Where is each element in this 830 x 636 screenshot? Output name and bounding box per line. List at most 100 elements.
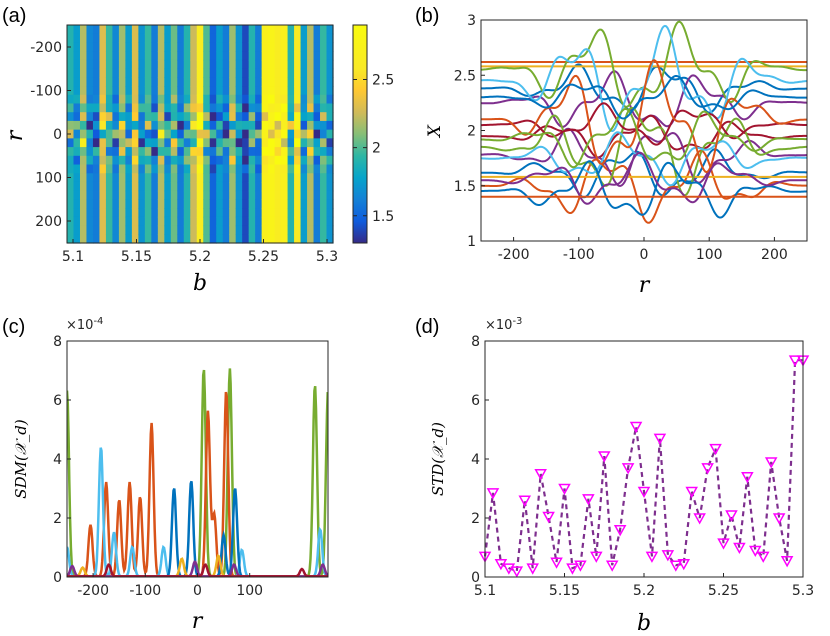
heatmap-cell [144, 216, 152, 227]
heatmap-cell [170, 77, 178, 87]
panel-a-y-ticks: -200 -100 0 100 200 [30, 40, 71, 230]
heatmap-cell [235, 25, 243, 35]
heatmap-cell [86, 199, 94, 209]
heatmap-cell [138, 42, 146, 52]
panel-a-x-tick-label: 5.25 [248, 249, 279, 265]
heatmap-cell [307, 120, 315, 131]
heatmap-cell [307, 208, 315, 218]
heatmap-cell [157, 216, 165, 227]
heatmap-cell [300, 164, 308, 174]
heatmap-cell [112, 147, 120, 157]
heatmap-cell [255, 138, 263, 148]
panel-c-x-tick-label: 0 [193, 583, 202, 599]
heatmap-cell [105, 225, 114, 235]
heatmap-cell [144, 25, 152, 35]
heatmap-cell [307, 147, 315, 157]
panel-d-marker [637, 486, 651, 498]
heatmap-cell [222, 234, 230, 244]
heatmap-cell [287, 42, 295, 52]
heatmap-cell [67, 147, 75, 157]
heatmap-cell [196, 155, 204, 166]
heatmap-cell [326, 138, 334, 148]
heatmap-cell [209, 120, 217, 131]
heatmap-cell [157, 86, 165, 96]
heatmap-cell [79, 112, 88, 122]
heatmap-cell [151, 33, 159, 44]
heatmap-cell [274, 225, 282, 235]
heatmap-cell [196, 77, 204, 87]
heatmap-cell [313, 33, 321, 44]
panel-d-marker [518, 495, 532, 507]
heatmap-cell [99, 59, 107, 70]
panel-b-series-line [481, 102, 807, 146]
heatmap-cell [300, 225, 308, 235]
panel-b-label: (b) [415, 5, 439, 27]
panel-d-marker [574, 560, 587, 572]
heatmap-cell [287, 59, 295, 70]
heatmap-cell [118, 86, 126, 96]
heatmap-cell [255, 181, 263, 192]
heatmap-cell [281, 147, 289, 157]
heatmap-cell [79, 216, 88, 227]
heatmap-cell [118, 33, 126, 44]
heatmap-cell [248, 190, 256, 200]
heatmap-cell [164, 68, 172, 78]
heatmap-cell [99, 234, 107, 244]
heatmap-cell [313, 77, 321, 87]
heatmap-cell [183, 103, 191, 113]
heatmap-cell [151, 51, 159, 61]
heatmap-cell [222, 42, 230, 52]
heatmap-cell [300, 190, 308, 200]
heatmap-cell [196, 25, 204, 35]
heatmap-cell [138, 129, 146, 139]
heatmap-cell [125, 155, 133, 166]
heatmap-cell [287, 147, 295, 157]
heatmap-cell [255, 216, 263, 227]
heatmap-cell [105, 94, 114, 105]
heatmap-cell [183, 94, 191, 105]
heatmap-cell [118, 190, 126, 200]
heatmap-cell [307, 33, 315, 44]
panel-c-x-tick-label: -200 [77, 583, 109, 599]
heatmap-cell [255, 147, 263, 157]
heatmap-cell [92, 164, 101, 174]
heatmap-cell [216, 164, 224, 174]
heatmap-cell [281, 190, 289, 200]
heatmap-cell [255, 33, 263, 44]
heatmap-cell [235, 138, 243, 148]
heatmap-cell [216, 103, 224, 113]
heatmap-cell [326, 112, 334, 122]
heatmap-cell [287, 208, 295, 218]
heatmap-cell [164, 208, 172, 218]
heatmap-cell [99, 51, 107, 61]
heatmap-cell [248, 181, 256, 192]
heatmap-cell [125, 68, 133, 78]
heatmap-cell [294, 129, 302, 139]
heatmap-cell [203, 147, 211, 157]
heatmap-cell [235, 181, 243, 192]
heatmap-cell [216, 51, 224, 61]
panel-d-marker [597, 451, 611, 463]
panel-c-exponent: ×10-4 [66, 316, 103, 333]
heatmap-cell [92, 77, 101, 87]
heatmap-cell [235, 147, 243, 157]
heatmap-cell [157, 42, 165, 52]
panel-d-x-label: b [637, 611, 651, 636]
heatmap-cell [105, 164, 114, 174]
heatmap-cell [287, 164, 295, 174]
heatmap-cell [157, 33, 165, 44]
heatmap-cell [274, 155, 282, 166]
heatmap-cell [151, 120, 159, 131]
heatmap-cell [151, 225, 159, 235]
heatmap-cell [274, 120, 282, 131]
heatmap-cell [261, 173, 269, 183]
heatmap-cell [112, 42, 120, 52]
heatmap-cell [183, 216, 191, 227]
heatmap-cell [183, 59, 191, 70]
heatmap-cell [170, 94, 178, 105]
heatmap-cell [112, 77, 120, 87]
heatmap-cell [268, 225, 276, 235]
panel-c-y-tick-label: 6 [53, 393, 62, 409]
heatmap-cell [73, 173, 81, 183]
